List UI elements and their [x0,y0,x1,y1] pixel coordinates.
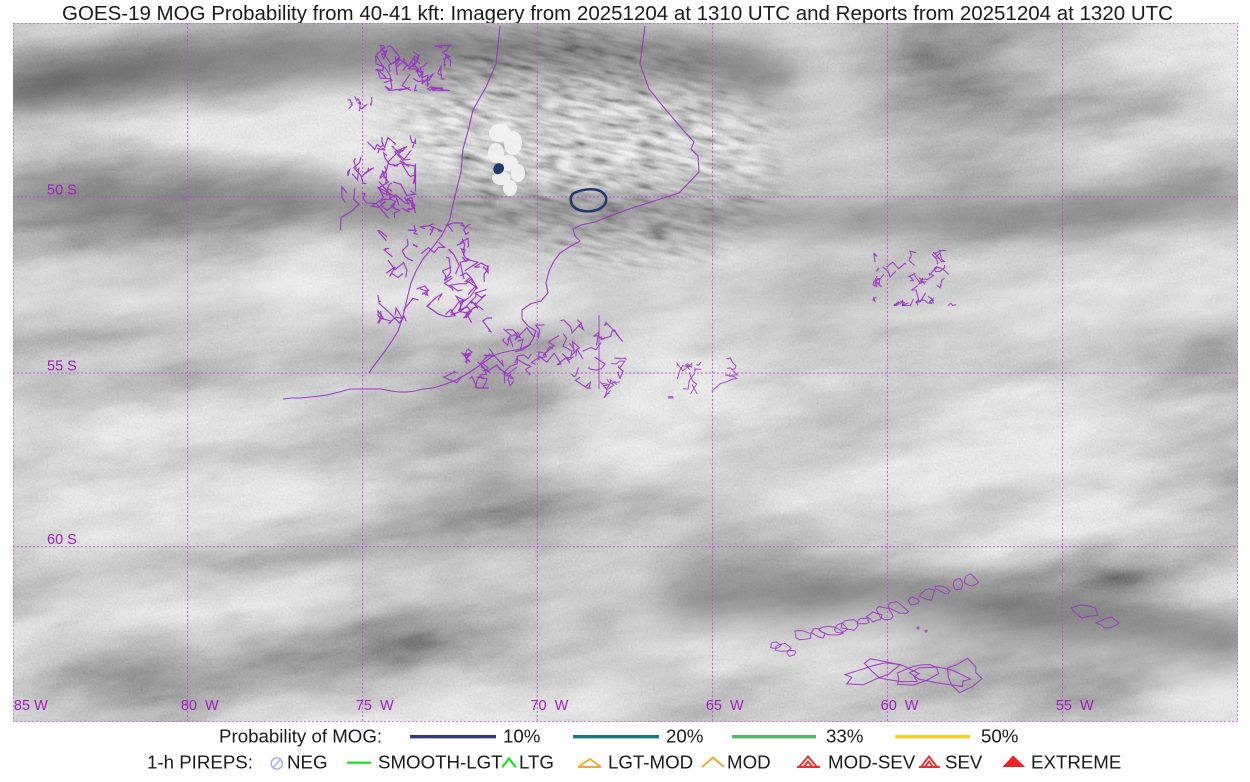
svg-text:W: W [1080,698,1094,714]
svg-text:1-h PIREPS:: 1-h PIREPS: [147,752,253,773]
svg-text:Probability of MOG:: Probability of MOG: [219,728,382,747]
svg-text:LGT-MOD: LGT-MOD [608,752,693,773]
svg-text:SMOOTH-LGT: SMOOTH-LGT [378,752,503,773]
svg-text:8: 8 [14,698,22,714]
svg-text:20%: 20% [666,728,703,747]
svg-text:W: W [905,698,919,714]
svg-text:MOD: MOD [727,752,771,773]
svg-text:W: W [380,698,394,714]
svg-text:50 S: 50 S [47,183,77,199]
svg-text:MOD-SEV: MOD-SEV [828,752,916,773]
svg-text:SEV: SEV [945,752,983,773]
svg-text:NEG: NEG [287,752,328,773]
svg-text:5 W: 5 W [22,698,48,714]
svg-text:75: 75 [356,698,372,714]
svg-text:W: W [730,698,744,714]
svg-text:60: 60 [881,698,897,714]
svg-text:EXTREME: EXTREME [1031,752,1121,773]
svg-text:10%: 10% [503,728,540,747]
svg-text:55: 55 [1056,698,1072,714]
svg-text:55 S: 55 S [47,359,77,375]
svg-text:80: 80 [181,698,197,714]
svg-text:33%: 33% [826,728,863,747]
svg-text:65: 65 [706,698,722,714]
svg-text:W: W [555,698,569,714]
svg-text:W: W [205,698,219,714]
svg-text:LTG: LTG [519,752,554,773]
svg-text:60 S: 60 S [47,532,77,548]
svg-text:70: 70 [530,698,546,714]
svg-text:50%: 50% [981,728,1018,747]
